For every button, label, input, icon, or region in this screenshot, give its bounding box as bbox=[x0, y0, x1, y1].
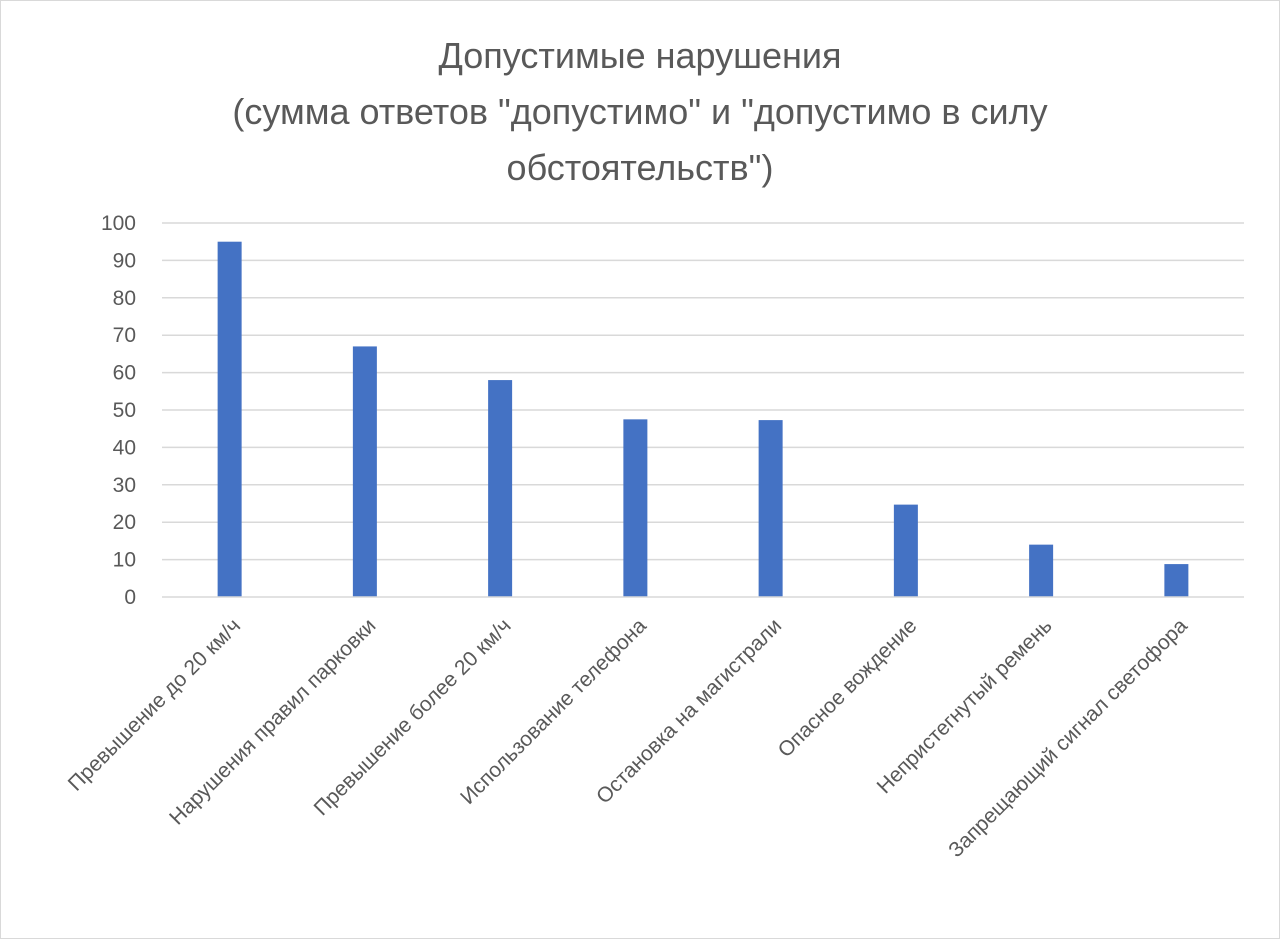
y-tick-label: 70 bbox=[113, 324, 136, 347]
bar bbox=[488, 380, 513, 597]
chart-title-line-3: обстоятельств") bbox=[506, 147, 774, 188]
y-tick-label: 20 bbox=[113, 511, 136, 534]
y-tick-label: 50 bbox=[113, 399, 136, 422]
bar bbox=[893, 504, 918, 597]
bar bbox=[352, 346, 377, 597]
y-tick-label: 90 bbox=[113, 249, 136, 272]
y-tick-label: 10 bbox=[113, 549, 136, 572]
category-label: Опасное вождение bbox=[774, 614, 922, 762]
bar bbox=[623, 419, 648, 597]
chart-title: Допустимые нарушения (сумма ответов "доп… bbox=[0, 28, 1280, 196]
bar bbox=[1164, 564, 1189, 597]
bars bbox=[217, 241, 1189, 597]
y-tick-label: 100 bbox=[101, 212, 136, 235]
bar bbox=[758, 420, 783, 597]
bar bbox=[1029, 544, 1054, 597]
y-tick-label: 30 bbox=[113, 474, 136, 497]
gridlines bbox=[162, 222, 1244, 561]
y-tick-label: 0 bbox=[124, 586, 136, 609]
y-tick-label: 80 bbox=[113, 287, 136, 310]
chart-title-line-2: (сумма ответов "допустимо" и "допустимо … bbox=[232, 91, 1048, 132]
chart-title-line-1: Допустимые нарушения bbox=[438, 35, 842, 76]
y-tick-label: 60 bbox=[113, 362, 136, 385]
y-axis-ticks: 0 10 20 30 40 50 60 70 80 90 100 bbox=[101, 212, 136, 609]
y-tick-label: 40 bbox=[113, 436, 136, 459]
category-label: Запрещающий сигнал светофора bbox=[944, 614, 1192, 862]
bar bbox=[217, 241, 242, 597]
